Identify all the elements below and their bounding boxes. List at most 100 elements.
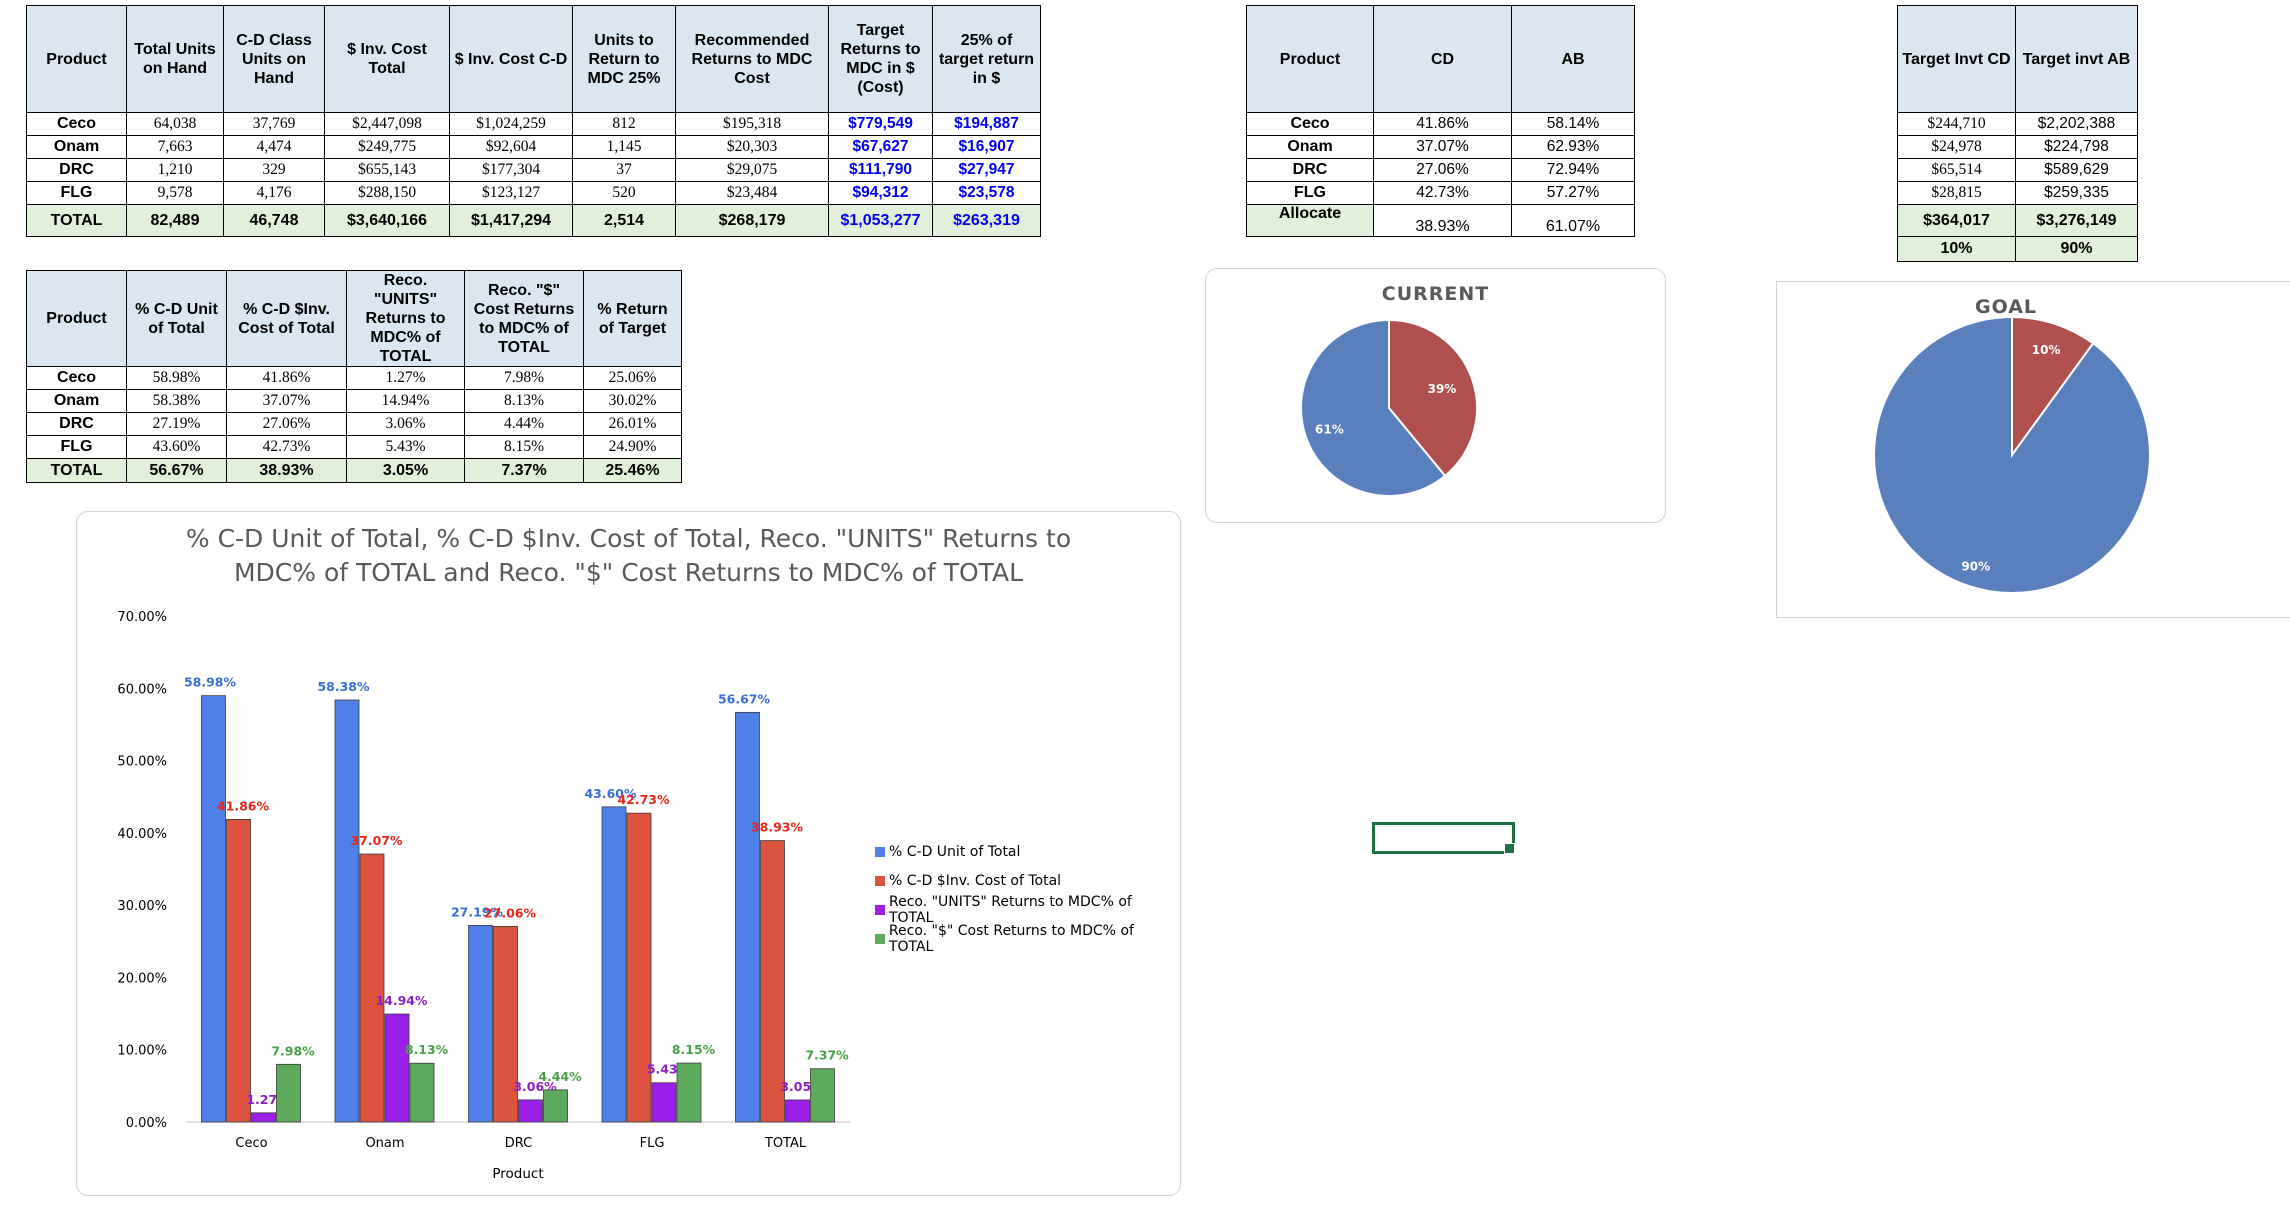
goal-pie-chart[interactable]: GOAL 10% 90% (1776, 281, 2290, 618)
pie-slice[interactable] (1873, 315, 2151, 594)
cell[interactable]: $195,318 (675, 112, 829, 136)
current-pie-chart[interactable]: CURRENT 39% 61% (1205, 268, 1666, 523)
cell[interactable]: 2,514 (572, 204, 676, 237)
bar[interactable] (676, 1062, 702, 1123)
cell[interactable]: TOTAL (26, 458, 127, 483)
cell[interactable]: 72.94% (1511, 158, 1635, 182)
bar[interactable] (251, 1112, 276, 1123)
cell[interactable]: $288,150 (324, 181, 450, 205)
cell[interactable]: FLG (1246, 181, 1374, 205)
cell[interactable]: $24,978 (1897, 135, 2016, 159)
cell[interactable]: 58.98% (126, 366, 227, 390)
cell[interactable]: $1,417,294 (449, 204, 573, 237)
cell[interactable]: Allocate (1246, 204, 1374, 237)
cell[interactable]: 7,663 (126, 135, 224, 159)
cell[interactable]: DRC (1246, 158, 1374, 182)
cell[interactable]: $194,887 (932, 112, 1041, 136)
selected-cell[interactable] (1372, 822, 1515, 854)
cell[interactable]: 4,474 (223, 135, 325, 159)
cell[interactable]: $29,075 (675, 158, 829, 182)
cell[interactable]: $589,629 (2015, 158, 2138, 182)
bar[interactable] (493, 925, 518, 1123)
cell[interactable]: 58.38% (126, 389, 227, 413)
cell[interactable]: $28,815 (1897, 181, 2016, 205)
cell[interactable]: FLG (26, 181, 127, 205)
cell[interactable]: 38.93% (226, 458, 347, 483)
cell[interactable]: 58.14% (1511, 112, 1635, 136)
cell[interactable]: $123,127 (449, 181, 573, 205)
cell[interactable]: 41.86% (226, 366, 347, 390)
cell[interactable]: 7.37% (464, 458, 584, 483)
cell[interactable]: $2,447,098 (324, 112, 450, 136)
cell[interactable]: 43.60% (126, 435, 227, 459)
cell[interactable]: $177,304 (449, 158, 573, 182)
fill-handle[interactable] (1504, 843, 1515, 854)
cell[interactable]: 25.46% (583, 458, 682, 483)
cell[interactable]: 41.86% (1373, 112, 1512, 136)
cell[interactable]: $27,947 (932, 158, 1041, 182)
cell[interactable]: 38.93% (1373, 204, 1512, 237)
cell[interactable]: $224,798 (2015, 135, 2138, 159)
bar[interactable] (626, 812, 652, 1123)
cell[interactable]: 90% (2015, 236, 2138, 262)
cell[interactable]: $1,053,277 (828, 204, 933, 237)
cell[interactable]: 7.98% (464, 366, 584, 390)
bar-chart[interactable]: % C-D Unit of Total, % C-D $Inv. Cost of… (76, 511, 1181, 1196)
cell[interactable]: $23,484 (675, 181, 829, 205)
cell[interactable]: TOTAL (26, 204, 127, 237)
cell[interactable]: Onam (26, 135, 127, 159)
cell[interactable]: 64,038 (126, 112, 224, 136)
cell[interactable]: 329 (223, 158, 325, 182)
bar[interactable] (810, 1068, 835, 1123)
cell[interactable]: 8.13% (464, 389, 584, 413)
cell[interactable]: 46,748 (223, 204, 325, 237)
cell[interactable]: 812 (572, 112, 676, 136)
cell[interactable]: $268,179 (675, 204, 829, 237)
cell[interactable]: 25.06% (583, 366, 682, 390)
cell[interactable]: 82,489 (126, 204, 224, 237)
cell[interactable]: 26.01% (583, 412, 682, 436)
cell[interactable]: $779,549 (828, 112, 933, 136)
cell[interactable]: $65,514 (1897, 158, 2016, 182)
cell[interactable]: DRC (26, 412, 127, 436)
bar[interactable] (409, 1062, 435, 1123)
bar[interactable] (785, 1099, 810, 1123)
cell[interactable]: 1,145 (572, 135, 676, 159)
cell[interactable]: $1,024,259 (449, 112, 573, 136)
cell[interactable]: Ceco (1246, 112, 1374, 136)
bar[interactable] (384, 1013, 410, 1123)
cell[interactable]: Onam (26, 389, 127, 413)
cell[interactable]: 1,210 (126, 158, 224, 182)
cell[interactable]: $67,627 (828, 135, 933, 159)
cell[interactable]: 4,176 (223, 181, 325, 205)
cell[interactable]: 27.19% (126, 412, 227, 436)
cell[interactable]: 57.27% (1511, 181, 1635, 205)
cell[interactable]: $94,312 (828, 181, 933, 205)
cell[interactable]: 24.90% (583, 435, 682, 459)
bar[interactable] (760, 840, 785, 1123)
cell[interactable]: $259,335 (2015, 181, 2138, 205)
bar[interactable] (334, 699, 360, 1123)
cell[interactable]: $16,907 (932, 135, 1041, 159)
bar[interactable] (651, 1082, 677, 1123)
cell[interactable]: $111,790 (828, 158, 933, 182)
pie-slice[interactable] (2011, 315, 2095, 459)
cell[interactable]: 10% (1897, 236, 2016, 262)
pie-slice[interactable] (1388, 318, 1478, 478)
cell[interactable]: 520 (572, 181, 676, 205)
cell[interactable]: $249,775 (324, 135, 450, 159)
bar[interactable] (359, 853, 385, 1123)
bar[interactable] (601, 806, 627, 1123)
cell[interactable]: 8.15% (464, 435, 584, 459)
cell[interactable]: $655,143 (324, 158, 450, 182)
cell[interactable]: 5.43% (346, 435, 465, 459)
cell[interactable]: 4.44% (464, 412, 584, 436)
cell[interactable]: 27.06% (226, 412, 347, 436)
cell[interactable]: 37.07% (226, 389, 347, 413)
cell[interactable]: 14.94% (346, 389, 465, 413)
cell[interactable]: 27.06% (1373, 158, 1512, 182)
cell[interactable]: $3,640,166 (324, 204, 450, 237)
bar[interactable] (735, 711, 760, 1123)
bar[interactable] (518, 1099, 543, 1123)
cell[interactable]: 30.02% (583, 389, 682, 413)
